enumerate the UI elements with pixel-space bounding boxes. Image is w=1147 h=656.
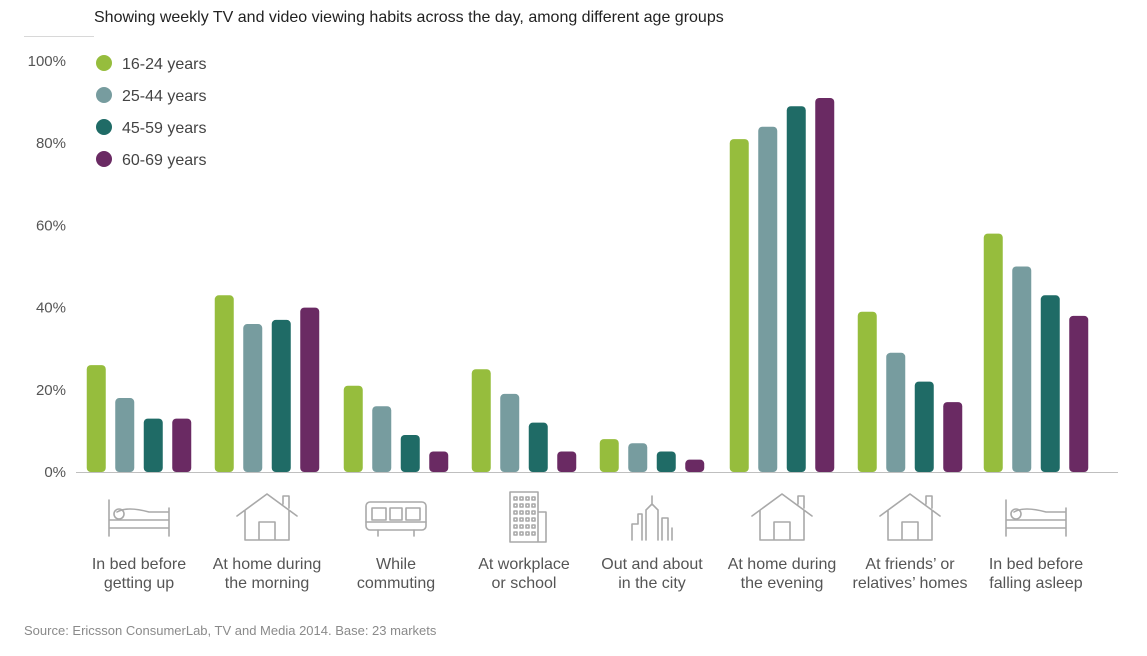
bar: [400, 435, 420, 472]
x-tick-label: the evening: [741, 575, 824, 592]
bar: [815, 97, 835, 473]
chart-title: Showing weekly TV and video viewing habi…: [94, 9, 724, 26]
x-tick-label: relatives’ homes: [852, 575, 967, 592]
y-tick-label: 0%: [44, 464, 66, 481]
x-tick-label: getting up: [104, 575, 174, 592]
bar: [172, 418, 192, 472]
x-tick-label: falling asleep: [989, 575, 1083, 592]
bar-chart: 0% 20% 40% 60% 80% 100% In bed before getting u…: [28, 53, 1118, 592]
house-icon: [236, 493, 298, 541]
bar: [656, 451, 676, 472]
bar: [1012, 266, 1032, 472]
bus-icon: [365, 501, 427, 537]
y-tick-label: 40%: [36, 300, 66, 317]
x-tick-label: At friends’ or: [865, 556, 955, 573]
x-tick-label: At workplace: [478, 556, 570, 573]
city-skyline-icon: [631, 495, 673, 541]
bar: [628, 443, 648, 472]
bed-icon: [108, 499, 170, 537]
bar: [528, 422, 548, 472]
bar: [729, 139, 749, 472]
bar: [1040, 295, 1060, 472]
x-tick-label: the morning: [225, 575, 310, 592]
bar: [143, 418, 163, 472]
office-building-icon: [509, 491, 547, 543]
legend-label: 45-59 years: [122, 120, 207, 137]
bar: [1069, 315, 1089, 472]
header-tab-mark: [24, 0, 94, 37]
bed-icon: [1005, 499, 1067, 537]
x-tick-label: In bed before: [92, 556, 186, 573]
bar: [599, 439, 619, 472]
legend-swatch: [96, 119, 112, 135]
bar: [243, 324, 263, 472]
y-tick-label: 60%: [36, 217, 66, 234]
x-tick-label: In bed before: [989, 556, 1083, 573]
bar: [857, 311, 877, 472]
legend-label: 25-44 years: [122, 88, 207, 105]
y-tick-label: 20%: [36, 382, 66, 399]
bar: [214, 295, 234, 472]
y-tick-label: 100%: [28, 53, 66, 70]
x-tick-label: in the city: [618, 575, 686, 592]
legend-swatch: [96, 151, 112, 167]
bar: [372, 406, 392, 472]
bar: [983, 233, 1003, 472]
bar: [471, 369, 491, 472]
bar: [271, 319, 291, 472]
x-tick-label: or school: [492, 575, 557, 592]
bar: [429, 451, 449, 472]
bar: [343, 385, 363, 472]
legend-label: 16-24 years: [122, 56, 207, 73]
house-icon: [751, 493, 813, 541]
bar: [786, 106, 806, 473]
y-tick-label: 80%: [36, 135, 66, 152]
house-icon: [879, 493, 941, 541]
x-tick-label: At home during: [213, 556, 322, 573]
bar: [86, 365, 106, 472]
bar: [557, 451, 577, 472]
bar: [500, 393, 520, 472]
bar: [758, 126, 778, 472]
bar: [914, 381, 934, 472]
bar: [115, 398, 135, 472]
source-note: Source: Ericsson ConsumerLab, TV and Med…: [24, 623, 437, 638]
bar: [300, 307, 320, 472]
x-tick-label: Out and about: [601, 556, 703, 573]
x-tick-label: At home during: [728, 556, 837, 573]
legend-swatch: [96, 55, 112, 71]
bar: [685, 459, 705, 472]
bar: [886, 352, 906, 472]
legend-label: 60-69 years: [122, 152, 207, 169]
x-tick-label: While: [376, 556, 416, 573]
bar: [943, 402, 963, 472]
legend-swatch: [96, 87, 112, 103]
x-tick-label: commuting: [357, 575, 435, 592]
